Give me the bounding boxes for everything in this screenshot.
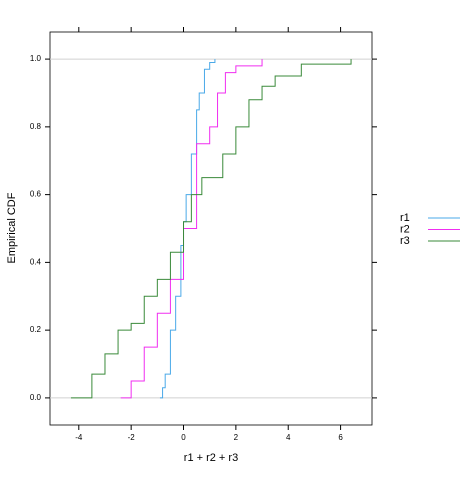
y-tick-label: 0.2: [30, 325, 42, 334]
y-tick-label: 0.8: [30, 122, 42, 131]
y-tick-label: 0.6: [30, 190, 42, 199]
ecdf-line: [120, 59, 263, 399]
legend-label: r2: [400, 223, 410, 235]
x-axis-label: r1 + r2 + r3: [184, 452, 238, 464]
ecdf-line: [70, 59, 352, 399]
y-axis-label: Empirical CDF: [6, 192, 18, 263]
y-tick-label: 0.0: [30, 393, 42, 402]
legend-label: r3: [400, 235, 410, 247]
y-tick-label: 1.0: [30, 54, 42, 63]
x-tick-label: -2: [128, 433, 136, 442]
x-tick-label: 2: [234, 433, 239, 442]
legend-label: r1: [400, 212, 410, 224]
x-tick-label: 6: [338, 433, 343, 442]
x-tick-label: 0: [181, 433, 186, 442]
y-tick-label: 0.4: [30, 257, 42, 266]
x-tick-label: 4: [286, 433, 291, 442]
x-tick-label: -4: [75, 433, 83, 442]
plot-frame: [49, 31, 373, 426]
